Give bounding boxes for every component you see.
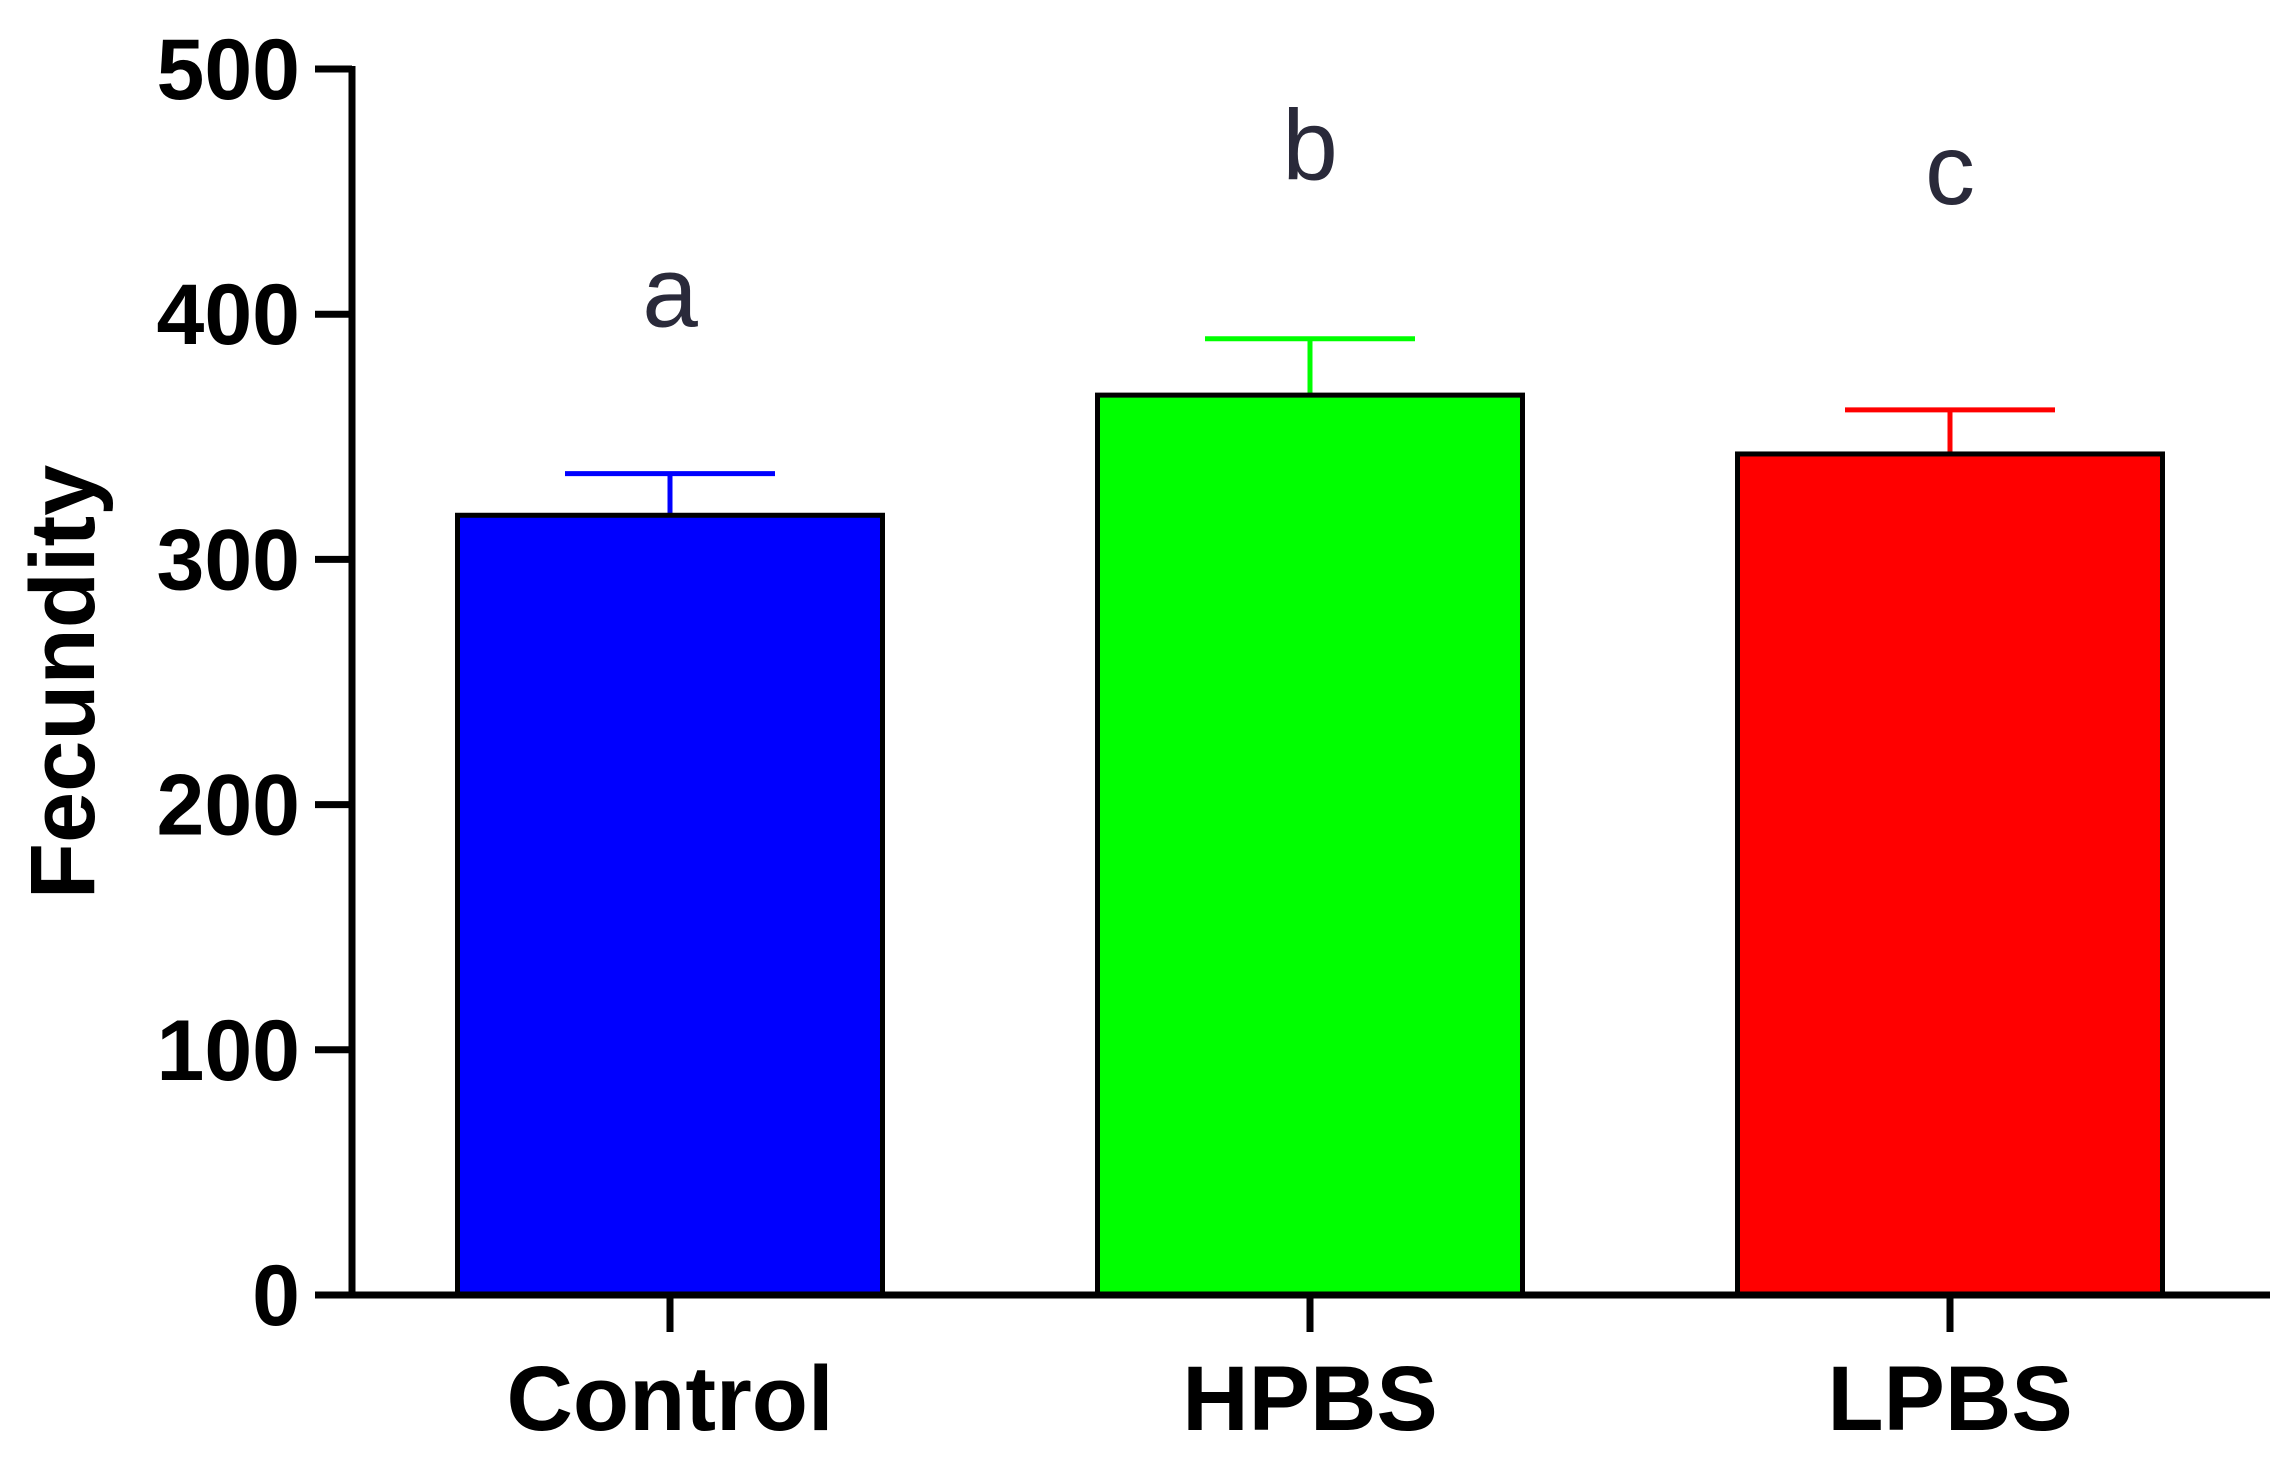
plot-area: a b c 0 100 200 300 400 500 Control HPBS LPBS <box>157 22 2270 1450</box>
y-tick-label: 0 <box>252 1248 300 1344</box>
significance-letter: b <box>1282 89 1338 201</box>
bar <box>1095 392 1525 1298</box>
y-tick-label: 200 <box>157 758 301 854</box>
y-tick-label: 500 <box>157 22 301 118</box>
bar <box>455 512 885 1298</box>
y-axis-label: Fecundity <box>12 465 114 899</box>
significance-letter: a <box>642 236 698 348</box>
significance-letter: c <box>1925 114 1975 226</box>
x-tick-label: Control <box>506 1348 833 1450</box>
y-tick-label: 100 <box>157 1003 301 1099</box>
bar <box>1735 451 2165 1298</box>
x-tick-label: LPBS <box>1827 1348 2072 1450</box>
y-tick-label: 400 <box>157 267 301 363</box>
y-tick-label: 300 <box>157 512 301 608</box>
x-tick-label: HPBS <box>1182 1348 1438 1450</box>
